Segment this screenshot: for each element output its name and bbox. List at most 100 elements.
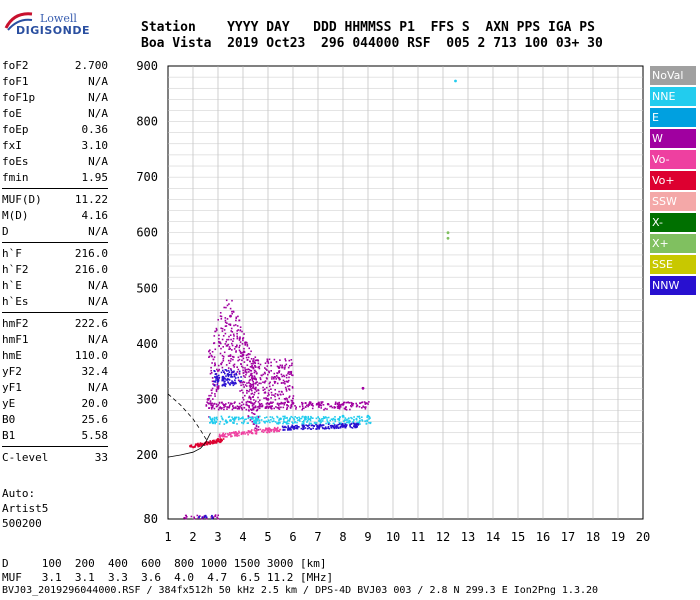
echo-dot	[248, 395, 251, 398]
echo-dot	[342, 423, 344, 425]
echo-dot	[364, 403, 367, 405]
logo-swoosh-icon	[4, 12, 33, 31]
echo-dot	[336, 405, 339, 408]
plot-frame	[167, 65, 644, 520]
echo-dot	[269, 402, 271, 404]
echo-dot	[315, 422, 318, 424]
echo-dot	[291, 387, 294, 389]
echo-dot	[221, 338, 224, 341]
echo-dot	[266, 360, 268, 363]
echo-dot	[253, 419, 255, 421]
echo-dot	[270, 405, 273, 407]
y-tick-label: 400	[136, 337, 158, 351]
echo-dot	[192, 446, 194, 449]
echo-dot	[211, 514, 213, 517]
echo-dot	[334, 406, 337, 409]
echo-dot	[355, 402, 357, 405]
echo-dot	[277, 404, 280, 406]
echo-dot	[356, 421, 359, 424]
echo-dot	[268, 429, 271, 431]
echo-dot	[215, 442, 218, 444]
echo-dot	[361, 419, 363, 421]
echo-dot	[184, 517, 186, 519]
echo-dot	[221, 330, 224, 332]
echo-dot	[217, 386, 220, 388]
echo-dot	[255, 378, 257, 380]
echo-dot	[255, 406, 257, 408]
param-value: 11.22	[74, 193, 108, 206]
param-value: 2.700	[74, 59, 108, 72]
echo-dot	[252, 396, 254, 398]
echo-dot	[341, 423, 343, 426]
echo-dot	[238, 339, 241, 341]
data-point	[216, 386, 220, 390]
echo-dot	[255, 418, 258, 421]
echo-dot	[263, 381, 266, 384]
echo-dot	[254, 388, 257, 391]
param-row-hf: h`F 216.0	[2, 246, 108, 262]
echo-dot	[213, 335, 216, 337]
param-row-yf2: yF2 32.4	[2, 364, 108, 380]
echo-dot	[211, 417, 214, 420]
param-label: MUF(D)	[2, 193, 42, 206]
echo-dot	[250, 408, 253, 411]
data-point	[316, 402, 320, 406]
echo-dot	[254, 432, 257, 435]
param-label: M(D)	[2, 209, 29, 222]
param-value: 216.0	[74, 247, 108, 260]
echo-dot	[276, 416, 279, 419]
echo-dot	[285, 363, 288, 366]
echo-dot	[218, 368, 220, 371]
echo-dot	[324, 427, 327, 429]
echo-dot	[222, 432, 225, 434]
echo-dot	[233, 418, 236, 421]
echo-dot	[239, 336, 241, 338]
echo-dot	[268, 394, 270, 396]
param-label: fmin	[2, 171, 29, 184]
echo-dot	[283, 398, 286, 400]
echo-dot	[302, 421, 305, 423]
header-values: Boa Vista 2019 Oct23 296 044000 RSF 005 …	[141, 36, 603, 51]
echo-dot	[240, 376, 242, 378]
echo-dot	[240, 404, 243, 407]
echo-dot	[221, 354, 224, 357]
echo-dot	[216, 375, 218, 377]
echo-dot	[228, 303, 230, 305]
echo-dot	[268, 431, 271, 433]
echo-dot	[186, 516, 188, 518]
auto-artist: Artist5	[2, 502, 49, 515]
echo-dot	[246, 392, 248, 394]
echo-dot	[221, 366, 224, 369]
echo-dot	[289, 365, 291, 367]
echo-dot	[303, 419, 305, 422]
echo-dot	[246, 404, 249, 407]
echo-dot	[247, 356, 250, 359]
echo-dot	[334, 401, 337, 404]
echo-dot	[217, 514, 219, 517]
echo-dot	[338, 421, 341, 424]
param-separator	[2, 188, 108, 189]
echo-dot	[207, 402, 209, 404]
echo-dot	[285, 374, 288, 376]
logo-digisonde: DIGISONDE	[16, 24, 90, 37]
echo-dot	[251, 375, 254, 377]
echo-dot	[265, 386, 268, 389]
y-tick-label: 900	[136, 59, 158, 73]
echo-dot	[310, 401, 312, 404]
data-point	[221, 434, 225, 437]
echo-dot	[363, 406, 366, 408]
echo-dot	[307, 418, 310, 421]
echo-dot	[335, 425, 338, 428]
echo-dot	[252, 367, 255, 370]
echo-dot	[351, 403, 353, 406]
echo-dot	[230, 330, 232, 332]
data-point	[211, 421, 215, 425]
echo-dot	[193, 516, 195, 519]
echo-dot	[275, 428, 277, 430]
echo-dot	[309, 422, 311, 425]
echo-dot	[338, 403, 341, 406]
echo-dot	[214, 380, 216, 383]
echo-dot	[296, 427, 299, 430]
echo-dot	[229, 355, 232, 357]
echo-dot	[284, 425, 286, 428]
